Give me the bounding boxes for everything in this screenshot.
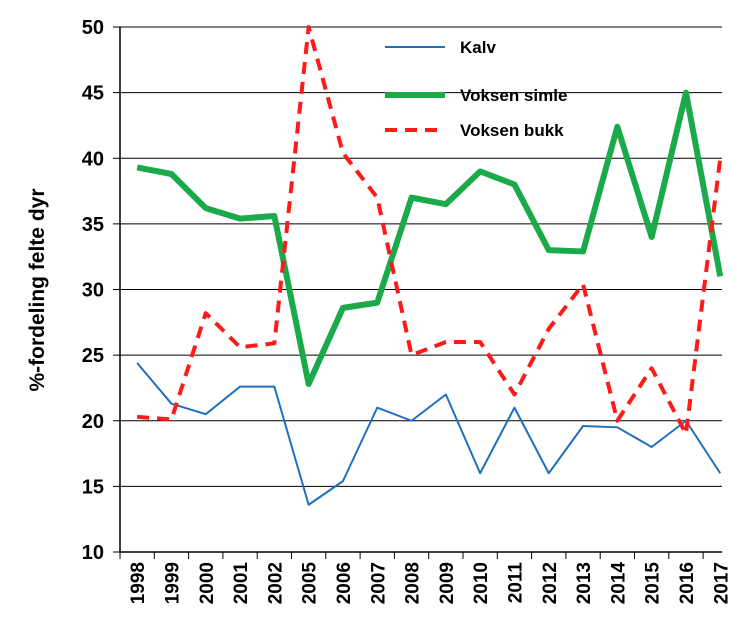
legend-label: Voksen bukk: [460, 121, 564, 140]
y-tick-label: 25: [82, 345, 104, 367]
x-tick-label: 2017: [711, 562, 729, 604]
y-tick-label: 20: [82, 411, 104, 433]
y-tick-label: 50: [82, 17, 104, 39]
y-tick-label: 15: [82, 476, 104, 498]
y-tick-label: 10: [82, 542, 104, 564]
y-tick-label: 35: [82, 214, 104, 236]
series-line: [136, 25, 723, 436]
y-tick-label: 45: [82, 83, 104, 105]
x-tick-label: 2008: [403, 562, 424, 604]
x-tick-label: 2005: [300, 562, 321, 605]
series-line: [136, 89, 724, 387]
x-tick-label: 2012: [540, 562, 561, 604]
y-tick-label: 30: [82, 280, 104, 302]
x-tick-label: 2015: [643, 562, 664, 605]
x-tick-label: 2016: [677, 562, 698, 604]
x-tick-label: 2000: [197, 562, 218, 604]
x-tick-label: 2010: [471, 562, 492, 604]
x-tick-label: 1998: [128, 562, 149, 604]
x-tick-label: 2007: [368, 562, 389, 604]
y-tick-label: 40: [82, 148, 104, 170]
x-tick-label: 2001: [231, 562, 252, 605]
legend-label: Voksen simle: [460, 86, 567, 105]
x-tick-label: 2011: [505, 562, 526, 604]
series-line: [136, 362, 722, 506]
x-tick-label: 2002: [265, 562, 286, 604]
legend-label: Kalv: [460, 38, 496, 57]
x-tick-label: 2013: [574, 562, 595, 604]
x-tick-label: 2006: [334, 562, 355, 604]
x-tick-label: 2014: [608, 562, 629, 605]
y-axis-label: %-fordeling felte dyr: [26, 188, 49, 391]
x-tick-label: 1999: [162, 562, 183, 604]
x-tick-label: 2009: [437, 562, 458, 604]
